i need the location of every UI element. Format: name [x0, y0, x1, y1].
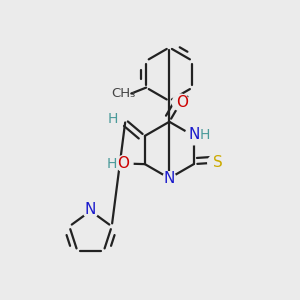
Text: N: N: [164, 171, 175, 186]
Text: S: S: [213, 155, 222, 170]
Circle shape: [208, 154, 224, 171]
Text: H: H: [108, 112, 118, 126]
Circle shape: [83, 203, 98, 218]
Text: H: H: [107, 157, 117, 170]
Text: O: O: [176, 95, 188, 110]
Circle shape: [172, 94, 189, 111]
Circle shape: [116, 155, 133, 172]
Circle shape: [163, 172, 176, 185]
Text: O: O: [118, 156, 130, 171]
Text: H: H: [200, 128, 210, 142]
Circle shape: [185, 127, 203, 145]
Text: N: N: [189, 128, 200, 142]
Text: N: N: [85, 202, 96, 217]
Text: CH₃: CH₃: [112, 87, 136, 100]
